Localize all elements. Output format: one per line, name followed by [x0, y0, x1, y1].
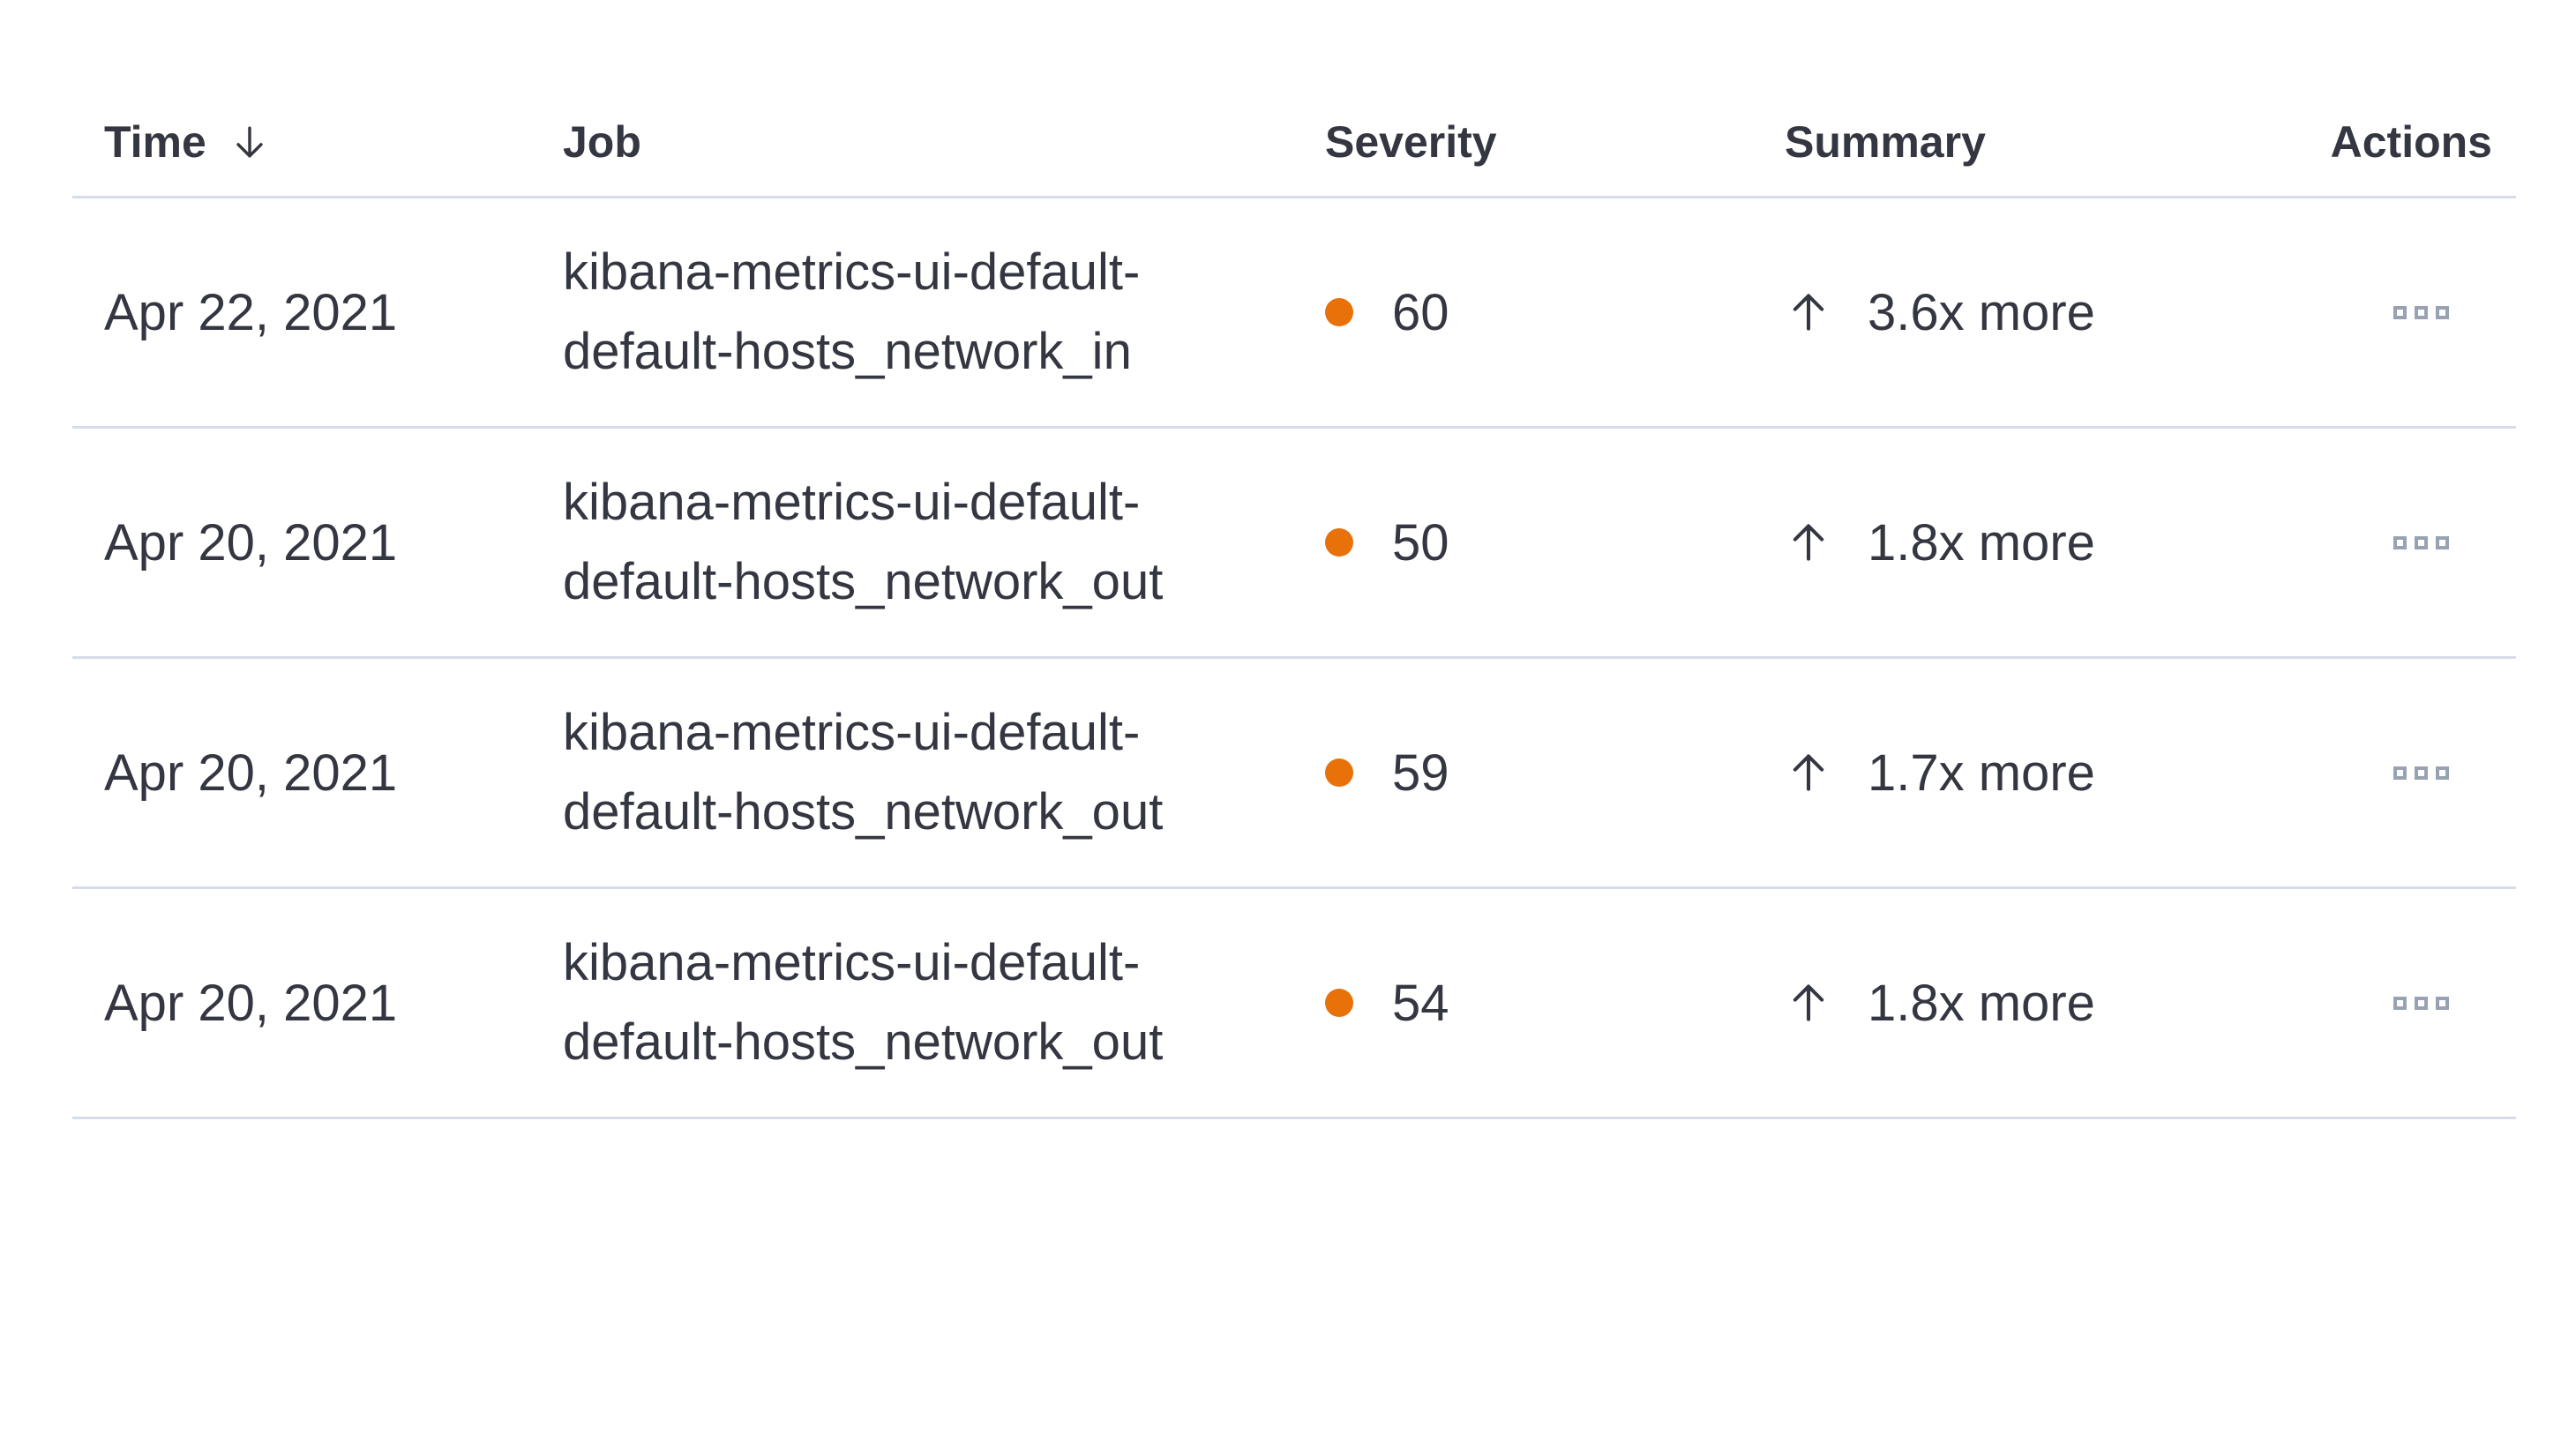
actions-cell [2326, 988, 2516, 1019]
table-row: Apr 20, 2021 kibana-metrics-ui-default-d… [72, 889, 2516, 1119]
boxes-horizontal-icon [2393, 535, 2407, 549]
actions-cell [2326, 527, 2516, 558]
severity-score: 60 [1392, 283, 1449, 341]
severity-cell: 50 [1325, 513, 1785, 572]
row-actions-button[interactable] [2385, 527, 2458, 558]
column-header-severity[interactable]: Severity [1325, 117, 1497, 167]
anomalies-table: Time Job Severity Summary Actions Apr 22… [72, 0, 2516, 1119]
time-cell: Apr 22, 2021 [104, 283, 398, 341]
severity-score: 50 [1392, 513, 1449, 572]
column-header-time[interactable]: Time [72, 120, 563, 196]
summary-text: 1.8x more [1868, 974, 2095, 1032]
table-row: Apr 20, 2021 kibana-metrics-ui-default-d… [72, 659, 2516, 889]
severity-score: 59 [1392, 744, 1449, 802]
job-cell: kibana-metrics-ui-default-default-hosts_… [563, 243, 1141, 380]
boxes-horizontal-icon [2393, 766, 2407, 780]
arrow-up-icon [1793, 984, 1824, 1021]
actions-cell [2326, 297, 2516, 328]
table-row: Apr 20, 2021 kibana-metrics-ui-default-d… [72, 429, 2516, 659]
severity-dot-icon [1325, 759, 1353, 787]
column-header-actions: Actions [2330, 117, 2492, 167]
summary-text: 3.6x more [1868, 283, 2095, 341]
time-cell: Apr 20, 2021 [104, 744, 398, 802]
column-header-time-label: Time [104, 117, 206, 167]
severity-score: 54 [1392, 974, 1449, 1032]
job-cell: kibana-metrics-ui-default-default-hosts_… [563, 704, 1164, 841]
row-actions-button[interactable] [2385, 297, 2458, 328]
actions-cell [2326, 758, 2516, 789]
boxes-horizontal-icon [2393, 305, 2407, 319]
severity-cell: 54 [1325, 974, 1785, 1033]
summary-text: 1.8x more [1868, 513, 2095, 572]
arrow-up-icon [1793, 524, 1824, 561]
sort-down-icon [236, 126, 263, 158]
arrow-up-icon [1793, 754, 1824, 791]
job-cell: kibana-metrics-ui-default-default-hosts_… [563, 474, 1164, 610]
time-cell: Apr 20, 2021 [104, 513, 398, 572]
row-actions-button[interactable] [2385, 758, 2458, 789]
row-actions-button[interactable] [2385, 988, 2458, 1019]
table-row: Apr 22, 2021 kibana-metrics-ui-default-d… [72, 198, 2516, 429]
column-header-job[interactable]: Job [563, 117, 641, 167]
time-cell: Apr 20, 2021 [104, 974, 398, 1032]
summary-cell: 1.8x more [1785, 974, 2326, 1033]
severity-cell: 60 [1325, 283, 1785, 342]
arrow-up-icon [1793, 294, 1824, 331]
column-header-summary[interactable]: Summary [1785, 117, 1986, 167]
summary-text: 1.7x more [1868, 744, 2095, 802]
severity-dot-icon [1325, 298, 1353, 326]
severity-cell: 59 [1325, 744, 1785, 803]
summary-cell: 1.8x more [1785, 513, 2326, 572]
table-header-row: Time Job Severity Summary Actions [72, 0, 2516, 198]
boxes-horizontal-icon [2393, 996, 2407, 1010]
severity-dot-icon [1325, 989, 1353, 1017]
summary-cell: 1.7x more [1785, 744, 2326, 803]
severity-dot-icon [1325, 528, 1353, 557]
summary-cell: 3.6x more [1785, 283, 2326, 342]
job-cell: kibana-metrics-ui-default-default-hosts_… [563, 934, 1164, 1071]
